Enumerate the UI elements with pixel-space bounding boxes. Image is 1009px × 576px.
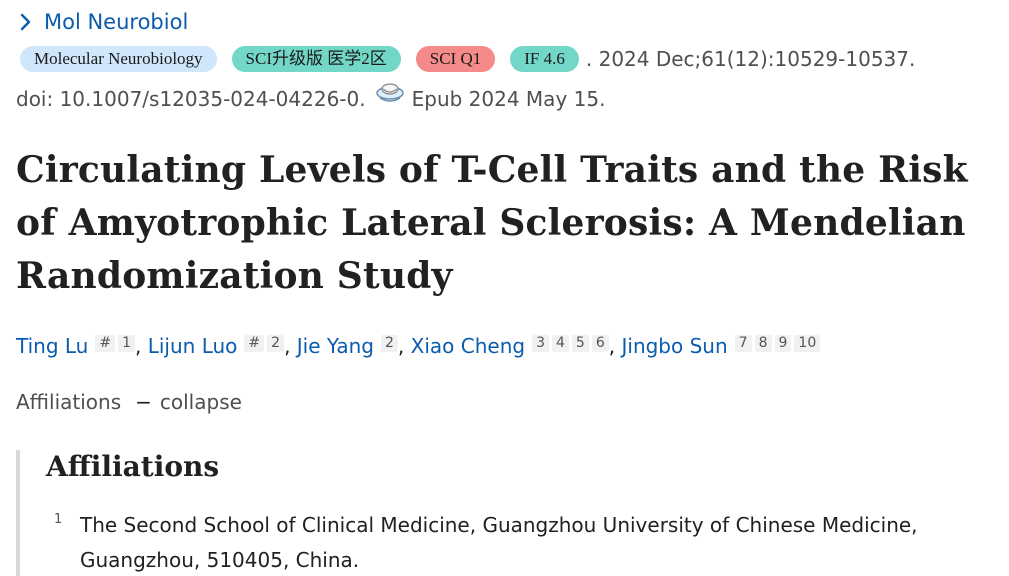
- author-sup: #: [95, 335, 116, 352]
- doi-row: doi: 10.1007/s12035-024-04226-0. Epub 20…: [16, 83, 606, 112]
- doi-text: doi: 10.1007/s12035-024-04226-0.: [16, 87, 366, 111]
- author-sup[interactable]: 2: [267, 335, 285, 352]
- author-link[interactable]: Jie Yang: [296, 334, 374, 358]
- author-list: Ting Lu #1, Lijun Luo #2, Jie Yang 2, Xiao …: [16, 334, 821, 358]
- collapse-dash-icon: −: [135, 390, 152, 414]
- affiliation-number: 1: [54, 512, 63, 527]
- author-sup[interactable]: 5: [571, 335, 589, 352]
- badge-impact-factor: IF 4.6: [510, 46, 579, 72]
- affiliations-panel: Affiliations 1 The Second School of Clin…: [16, 450, 1009, 576]
- epub-text: Epub 2024 May 15.: [411, 87, 606, 111]
- author-sup[interactable]: 1: [118, 335, 136, 352]
- chevron-right-icon: [20, 13, 31, 31]
- badge-sci-quartile: SCI Q1: [415, 46, 496, 72]
- badge-sci-rank: SCI升级版 医学2区: [231, 46, 401, 72]
- affiliations-toggle-action[interactable]: collapse: [159, 390, 242, 414]
- publication-icon: [375, 83, 404, 102]
- author-sup[interactable]: 6: [591, 335, 609, 352]
- author-sup[interactable]: 2: [381, 335, 398, 352]
- journal-link[interactable]: Mol Neurobiol: [16, 10, 188, 34]
- author-sup[interactable]: 7: [734, 335, 752, 352]
- affiliation-text: The Second School of Clinical Medicine, …: [80, 513, 918, 572]
- affiliation-item: 1 The Second School of Clinical Medicine…: [54, 508, 984, 576]
- author-link[interactable]: Ting Lu: [16, 334, 89, 358]
- author-sup[interactable]: 9: [774, 335, 792, 352]
- author-sup: #: [244, 335, 265, 352]
- affiliations-toggle-label: Affiliations: [16, 390, 122, 414]
- author-link[interactable]: Xiao Cheng: [410, 334, 526, 358]
- journal-badges: Molecular Neurobiology SCI升级版 医学2区 SCI Q…: [20, 46, 915, 72]
- author-sup[interactable]: 8: [754, 335, 772, 352]
- author-sup[interactable]: 3: [532, 335, 549, 352]
- affiliations-heading: Affiliations: [46, 450, 220, 483]
- author-link[interactable]: Lijun Luo: [147, 334, 238, 358]
- article-title: Circulating Levels of T-Cell Traits and …: [16, 149, 968, 297]
- citation-date-volume: . 2024 Dec;61(12):10529-10537.: [585, 47, 916, 71]
- affiliations-toggle[interactable]: Affiliations − collapse: [16, 390, 242, 414]
- journal-short-name: Mol Neurobiol: [44, 10, 189, 34]
- badge-journal-name: Molecular Neurobiology: [20, 46, 217, 72]
- author-sup[interactable]: 4: [552, 335, 569, 352]
- author-link[interactable]: Jingbo Sun: [621, 334, 728, 358]
- author-sup[interactable]: 10: [794, 335, 821, 352]
